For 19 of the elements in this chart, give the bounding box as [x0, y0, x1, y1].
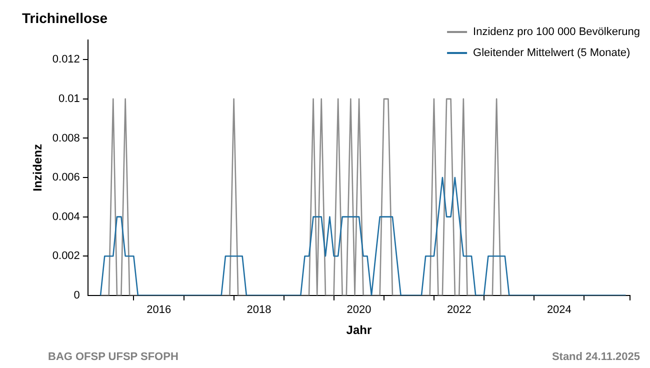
y-tick-label: 0.008 — [52, 132, 80, 144]
y-tick-label: 0.002 — [52, 250, 80, 262]
x-axis-title: Jahr — [346, 323, 372, 338]
legend-label: Gleitender Mittelwert (5 Monate) — [473, 47, 630, 60]
text: Stand 24.11.2025 — [552, 351, 640, 364]
legend-label: Inzidenz pro 100 000 Bevölkerung — [473, 26, 640, 38]
y-tick-label: 0.006 — [52, 172, 80, 184]
chart-title: Trichinellose — [22, 10, 108, 26]
x-tick-label: 2024 — [546, 304, 572, 316]
x-tick-label: 2016 — [146, 304, 172, 316]
x-tick-label: 2018 — [246, 304, 272, 316]
y-tick-label: 0 — [74, 289, 80, 302]
y-tick-label: 0.012 — [52, 54, 80, 66]
x-tick-label: 2020 — [346, 304, 372, 316]
x-tick-label: 2022 — [446, 304, 472, 316]
text: BAG OFSP UFSP SFOPH — [48, 351, 178, 364]
y-tick-label: 0.01 — [58, 92, 80, 105]
y-tick-label: 0.004 — [52, 210, 80, 223]
y-axis-title: Inzidenz — [30, 144, 45, 192]
